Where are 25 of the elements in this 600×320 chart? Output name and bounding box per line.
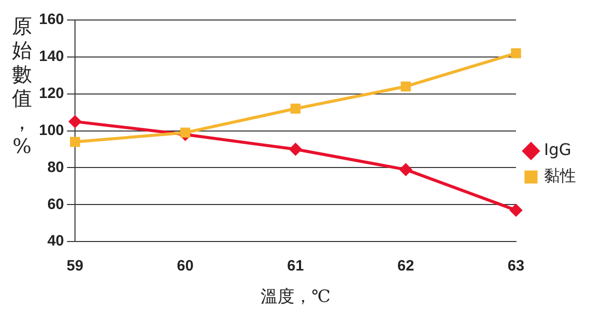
x-tick-label: 63 (508, 258, 524, 275)
point (69, 116, 82, 128)
y-tick-label: 40 (47, 232, 64, 250)
point (290, 104, 301, 114)
point (510, 204, 522, 216)
point (290, 143, 302, 156)
point (400, 81, 411, 92)
point (400, 164, 412, 176)
y-tick-label: 160 (38, 11, 64, 28)
y-tick-label: 120 (38, 85, 64, 102)
x-tick-label: 60 (176, 258, 194, 275)
x-tick-label: 62 (397, 258, 414, 275)
x-axis-title: 溫度，℃ (260, 287, 331, 308)
y-tick-label: 80 (47, 158, 64, 176)
legend-label: 黏性 (544, 166, 576, 186)
point (70, 136, 80, 147)
legend-label: IgG (544, 140, 572, 160)
y-tick-label: 60 (47, 196, 64, 213)
y-tick-label: 140 (38, 48, 64, 66)
y-tick-label: 100 (38, 122, 64, 139)
point (180, 128, 190, 138)
point (510, 48, 522, 58)
y-axis-title: 原始數值，% (12, 14, 32, 158)
x-tick-label: 61 (287, 258, 304, 275)
x-tick-label: 59 (66, 258, 84, 275)
